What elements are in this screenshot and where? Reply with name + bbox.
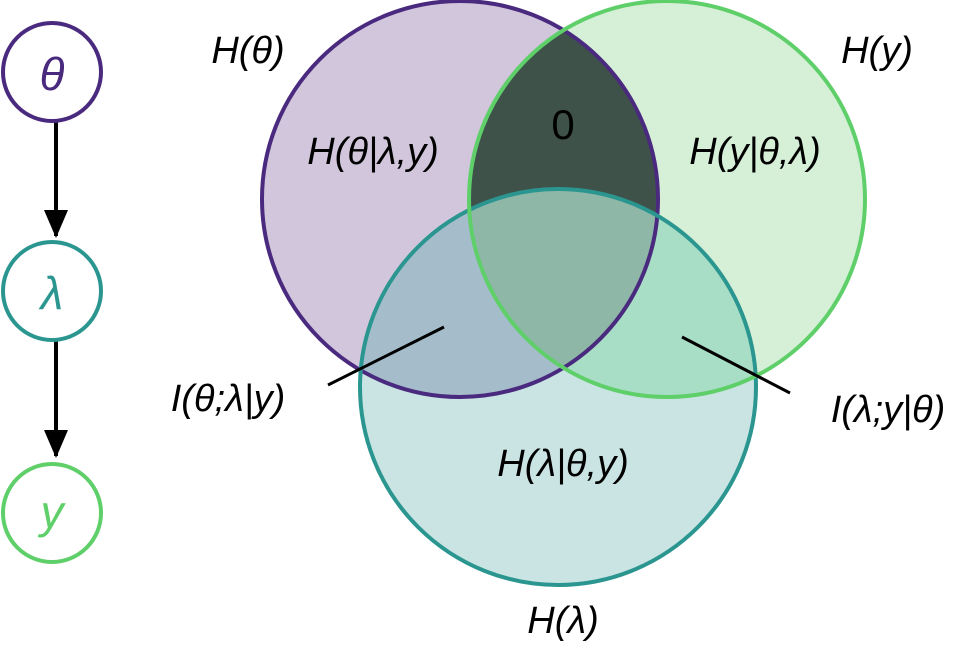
region-label-y-only: H(y|θ,λ) [689,131,821,173]
venn-circle-lambda-outline [358,187,758,587]
graphical-model: θ λ y [1,21,103,564]
set-label-theta: H(θ) [211,30,284,72]
arrowhead-theta-lambda [44,210,68,238]
set-label-lambda: H(λ) [527,600,598,642]
region-label-lambda-only: H(λ|θ,y) [497,443,629,485]
node-y [1,462,103,564]
venn-circle-y-outline [467,0,867,399]
node-lambda-label: λ [38,267,64,319]
region-label-theta-lambda: I(θ;λ|y) [171,378,286,420]
region-label-theta-only: H(θ|λ,y) [307,131,439,173]
set-label-y: H(y) [841,30,913,72]
node-lambda [1,240,103,342]
region-label-lambda-y: I(λ;y|θ) [831,389,946,431]
node-y-label: y [38,486,67,538]
node-theta [1,21,103,123]
venn-circle-theta-outline [260,0,660,399]
arrowhead-lambda-y [44,430,68,458]
node-theta-label: θ [40,48,65,100]
leader-line-theta-lambda [327,325,445,387]
leader-line-lambda-y [681,335,791,395]
venn-diagram: H(θ) H(y) H(λ) H(θ|λ,y) H(y|θ,λ) H(λ|θ,y… [171,0,946,642]
region-label-theta-y: 0 [551,101,574,148]
